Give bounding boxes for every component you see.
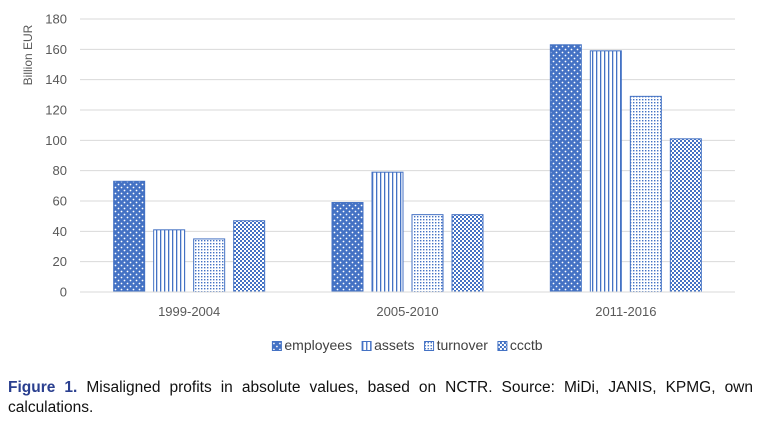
- legend-swatch: [497, 341, 508, 351]
- bar-assets-2: [371, 171, 404, 293]
- y-tick-label: 100: [45, 133, 67, 148]
- bar-employees-1: [113, 180, 146, 293]
- bar-employees-3: [549, 44, 582, 293]
- caption-label: Figure 1.: [8, 379, 78, 396]
- legend-label: employees: [284, 337, 352, 353]
- y-axis-ticks: 0 20 40 60 80 100 120 140 160 180: [45, 12, 67, 300]
- y-tick-label: 140: [45, 72, 67, 87]
- bars: [113, 44, 702, 293]
- y-tick-label: 160: [45, 42, 67, 57]
- legend-swatch: [424, 341, 435, 351]
- bar-assets-1: [153, 229, 186, 293]
- bar-turnover-3: [629, 95, 662, 293]
- bar-ccctb-2: [451, 214, 484, 293]
- y-axis-title: Billion EUR: [21, 24, 35, 85]
- y-tick-label: 20: [53, 254, 67, 269]
- legend-label: assets: [374, 337, 414, 353]
- legend-item-assets: assets: [361, 337, 415, 353]
- bar-employees-2: [331, 202, 364, 293]
- y-tick-label: 80: [53, 163, 67, 178]
- bar-ccctb-3: [669, 138, 702, 293]
- legend-label: ccctb: [510, 337, 543, 353]
- legend-item-turnover: turnover: [424, 337, 489, 353]
- bar-chart: 0 20 40 60 80 100 120 140 160 180 Billion EUR 199…: [21, 12, 735, 353]
- y-tick-label: 0: [60, 285, 67, 300]
- bar-ccctb-1: [233, 220, 266, 293]
- legend-swatch: [361, 341, 372, 351]
- bar-assets-3: [589, 50, 622, 293]
- x-tick-label: 2005-2010: [376, 304, 438, 319]
- gridlines: [80, 18, 735, 263]
- bar-turnover-2: [411, 214, 444, 293]
- legend-swatch: [271, 341, 282, 351]
- x-tick-label: 2011-2016: [595, 304, 656, 319]
- x-axis-labels: 1999-2004 2005-2010 2011-2016: [158, 304, 656, 319]
- bar-turnover-1: [193, 238, 226, 293]
- y-tick-label: 120: [45, 103, 67, 118]
- legend: employees assets turnover ccctb: [271, 337, 543, 353]
- figure-caption: Figure 1. Misaligned profits in absolute…: [8, 378, 753, 418]
- y-tick-label: 60: [53, 194, 67, 209]
- y-tick-label: 40: [53, 224, 67, 239]
- legend-item-ccctb: ccctb: [497, 337, 543, 353]
- legend-item-employees: employees: [271, 337, 352, 353]
- x-tick-label: 1999-2004: [158, 304, 220, 319]
- caption-text: Misaligned profits in absolute values, b…: [8, 379, 753, 416]
- legend-label: turnover: [437, 337, 489, 353]
- y-tick-label: 180: [45, 12, 67, 27]
